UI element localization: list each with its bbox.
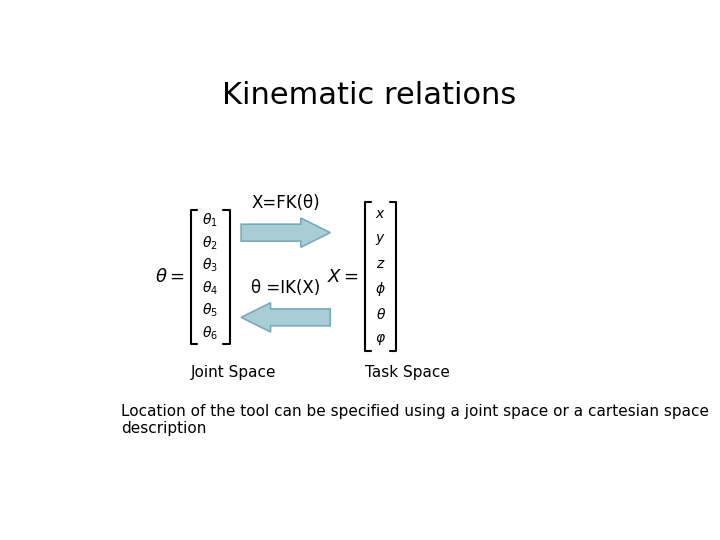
Text: $\theta$: $\theta$ [376, 307, 386, 322]
Text: $x$: $x$ [375, 207, 386, 221]
Text: X=FK(θ): X=FK(θ) [251, 194, 320, 212]
Text: $\theta_4$: $\theta_4$ [202, 280, 218, 297]
Text: Joint Space: Joint Space [191, 365, 276, 380]
FancyArrow shape [241, 218, 330, 247]
Text: $\phi$: $\phi$ [375, 280, 386, 299]
Text: $\theta =$: $\theta =$ [155, 267, 184, 286]
Text: $X =$: $X =$ [327, 267, 359, 286]
Text: θ =IK(X): θ =IK(X) [251, 279, 320, 296]
Text: $\theta_1$: $\theta_1$ [202, 212, 218, 230]
Text: $\theta_2$: $\theta_2$ [202, 234, 218, 252]
Text: $\varphi$: $\varphi$ [375, 332, 386, 347]
Text: $\theta_3$: $\theta_3$ [202, 257, 218, 274]
Text: Kinematic relations: Kinematic relations [222, 81, 516, 110]
Text: $\theta_6$: $\theta_6$ [202, 325, 218, 342]
Text: $z$: $z$ [376, 258, 385, 272]
Text: $y$: $y$ [375, 232, 386, 247]
Text: Location of the tool can be specified using a joint space or a cartesian space
d: Location of the tool can be specified us… [121, 403, 709, 436]
Text: Task Space: Task Space [365, 365, 450, 380]
FancyArrow shape [241, 303, 330, 332]
Text: $\theta_5$: $\theta_5$ [202, 302, 218, 319]
